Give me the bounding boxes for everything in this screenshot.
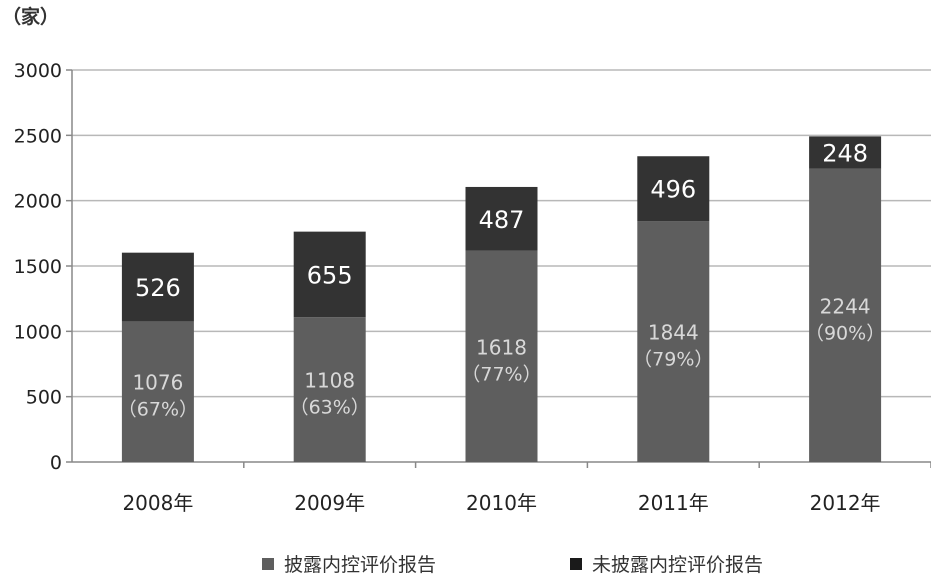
data-label-disclosed: 2244 xyxy=(820,294,871,318)
data-label-undisclosed: 248 xyxy=(822,140,868,168)
data-label-disclosed: 1844 xyxy=(648,321,699,345)
bar-disclosed xyxy=(465,250,538,462)
bar-undisclosed xyxy=(809,136,882,169)
y-tick-label: 500 xyxy=(26,387,62,409)
x-tick-label: 2009年 xyxy=(294,491,365,515)
x-tick-label: 2008年 xyxy=(122,491,193,515)
bar-undisclosed xyxy=(121,252,194,322)
data-label-undisclosed: 655 xyxy=(307,261,353,289)
legend-label-disclosed: 披露内控评价报告 xyxy=(284,554,437,576)
bar-disclosed xyxy=(121,321,194,462)
data-label-disclosed-percent: （79%） xyxy=(633,349,713,371)
y-tick-label: 2000 xyxy=(14,191,62,213)
data-label-disclosed-percent: （63%） xyxy=(290,397,370,419)
x-tick-label: 2010年 xyxy=(466,491,537,515)
bar-disclosed xyxy=(637,221,710,462)
data-label-disclosed-percent: （77%） xyxy=(461,363,541,385)
y-tick-label: 3000 xyxy=(14,60,62,82)
bar-disclosed xyxy=(809,168,882,462)
bar-undisclosed xyxy=(293,231,366,318)
legend-label-undisclosed: 未披露内控评价报告 xyxy=(592,554,764,576)
chart-legend: 披露内控评价报告 未披露内控评价报告 xyxy=(0,550,931,576)
data-label-disclosed-percent: （90%） xyxy=(805,322,885,344)
y-tick-label: 1500 xyxy=(14,256,62,278)
bar-undisclosed xyxy=(637,156,710,222)
legend-swatch-disclosed xyxy=(262,557,274,570)
stacked-bar-chart: 0 500 1000 1500 2000 2500 3000 1076 （67%） 526 2008… xyxy=(14,60,931,515)
y-axis-unit-label: （家） xyxy=(2,6,60,28)
data-label-disclosed: 1108 xyxy=(304,369,355,393)
y-tick-label: 2500 xyxy=(14,125,62,147)
data-label-disclosed: 1618 xyxy=(476,335,527,359)
x-tick-label: 2011年 xyxy=(638,491,709,515)
data-label-undisclosed: 526 xyxy=(135,274,181,302)
bar-disclosed xyxy=(293,317,366,462)
data-label-disclosed-percent: （67%） xyxy=(118,399,198,421)
data-label-disclosed: 1076 xyxy=(132,371,183,395)
legend-item-undisclosed: 未披露内控评价报告 xyxy=(570,550,763,577)
legend-swatch-undisclosed xyxy=(570,557,582,570)
legend-item-disclosed: 披露内控评价报告 xyxy=(262,550,436,577)
y-tick-label: 0 xyxy=(50,452,62,474)
x-tick-label: 2012年 xyxy=(810,491,881,515)
data-label-undisclosed: 487 xyxy=(479,206,525,234)
data-label-undisclosed: 496 xyxy=(650,176,696,204)
bar-undisclosed xyxy=(465,186,538,251)
y-tick-label: 1000 xyxy=(14,321,62,343)
